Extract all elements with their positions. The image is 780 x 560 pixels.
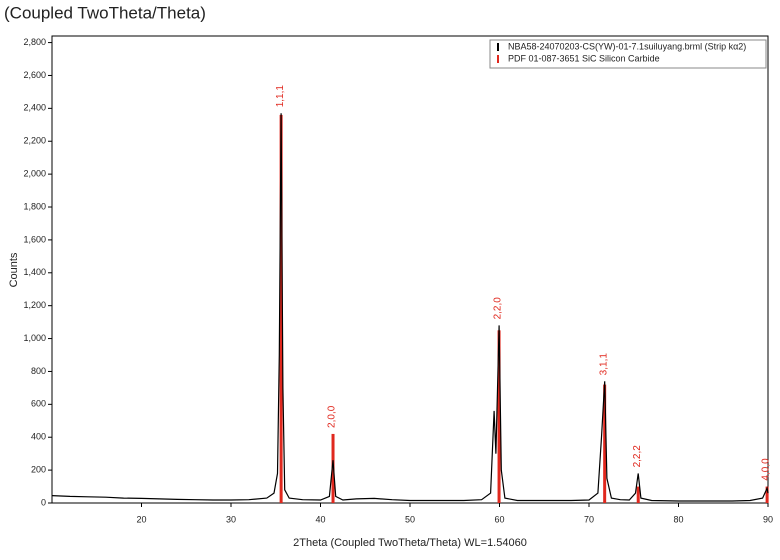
pattern-line [51, 113, 769, 502]
reference-stick [279, 114, 283, 504]
reference-label: 2,0,0 [327, 405, 338, 428]
reference-label: 1,1,1 [275, 85, 286, 108]
x-tick-label: 40 [315, 514, 325, 524]
x-tick-label: 50 [405, 514, 415, 524]
x-axis-label: 2Theta (Coupled TwoTheta/Theta) WL=1.540… [293, 537, 527, 549]
y-tick-label: 2,600 [23, 70, 46, 80]
y-tick-label: 800 [31, 366, 46, 376]
reference-stick [636, 486, 640, 503]
reference-label: 3,1,1 [598, 353, 609, 376]
y-tick-label: 1,800 [23, 201, 46, 211]
y-tick-label: 600 [31, 399, 46, 409]
y-tick-label: 0 [41, 497, 46, 507]
y-tick-label: 2,200 [23, 136, 46, 146]
reference-label: 2,2,0 [493, 297, 504, 320]
reference-stick [603, 384, 607, 503]
y-tick-label: 2,400 [23, 103, 46, 113]
plot-frame [51, 35, 769, 504]
x-tick-label: 30 [226, 514, 236, 524]
x-tick-label: 60 [494, 514, 504, 524]
reference-stick [497, 330, 501, 503]
legend-label: PDF 01-087-3651 SiC Silicon Carbide [508, 53, 660, 63]
y-tick-label: 1,200 [23, 300, 46, 310]
y-tick-label: 1,400 [23, 267, 46, 277]
y-tick-label: 2,000 [23, 169, 46, 179]
legend-swatch [497, 43, 499, 51]
x-tick-label: 20 [136, 514, 146, 524]
x-tick-label: 70 [584, 514, 594, 524]
chart-title: (Coupled TwoTheta/Theta) [4, 3, 206, 22]
y-axis-label: Counts [8, 252, 20, 287]
y-tick-label: 2,800 [23, 37, 46, 47]
legend-swatch [497, 55, 499, 63]
x-tick-label: 90 [763, 514, 773, 524]
legend-label: NBA58-24070203-CS(YW)-01-7.1suiluyang.br… [508, 41, 746, 51]
y-tick-label: 1,600 [23, 234, 46, 244]
x-tick-label: 80 [673, 514, 683, 524]
reference-label: 2,2,2 [632, 445, 643, 468]
y-tick-label: 200 [31, 464, 46, 474]
reference-label: 4,0,0 [761, 458, 772, 481]
reference-stick [765, 486, 769, 503]
y-tick-label: 1,000 [23, 333, 46, 343]
y-tick-label: 400 [31, 432, 46, 442]
legend-box [489, 39, 767, 69]
